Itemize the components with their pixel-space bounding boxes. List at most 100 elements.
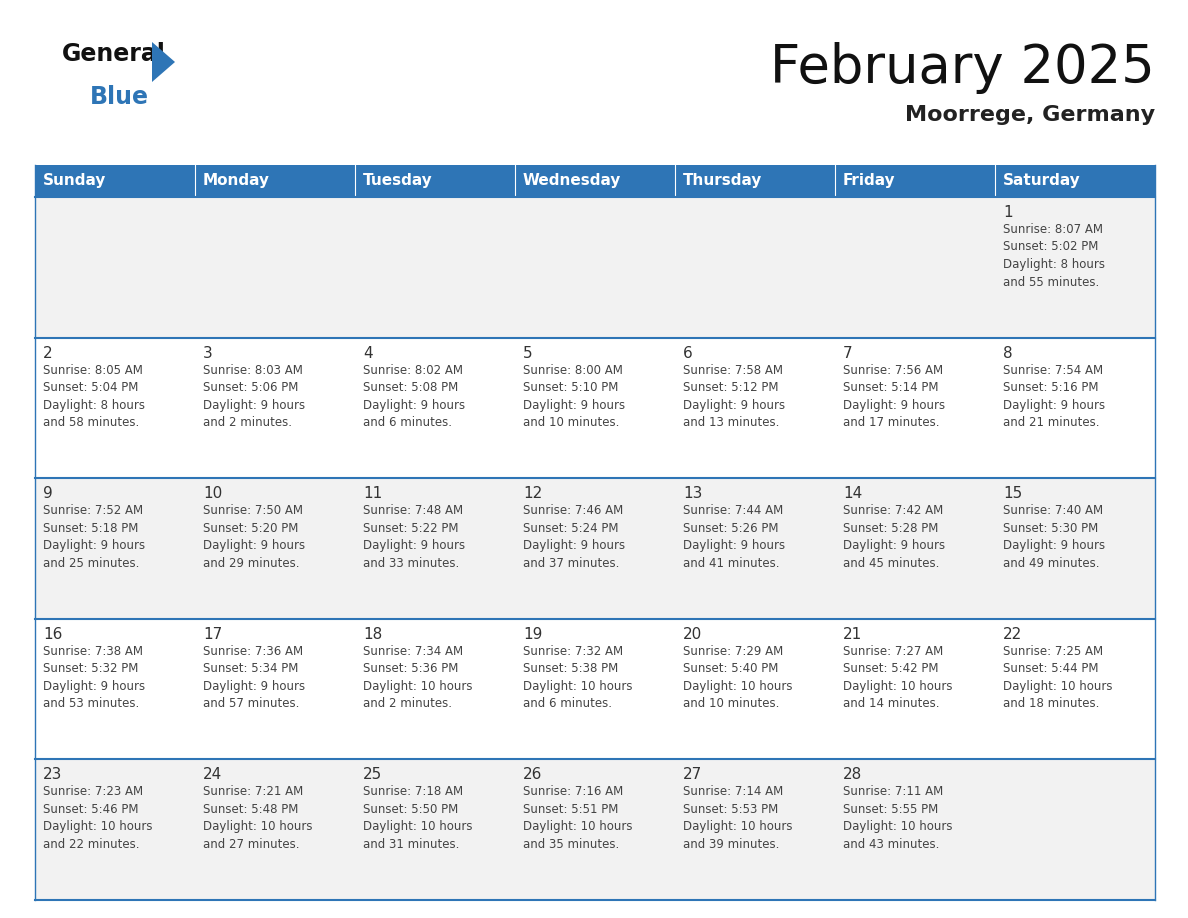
Text: 24: 24 [203, 767, 222, 782]
Text: 23: 23 [43, 767, 63, 782]
Text: Sunrise: 7:40 AM
Sunset: 5:30 PM
Daylight: 9 hours
and 49 minutes.: Sunrise: 7:40 AM Sunset: 5:30 PM Dayligh… [1003, 504, 1105, 570]
Bar [355, 165, 516, 197]
Bar [516, 338, 675, 478]
Bar [675, 619, 835, 759]
Text: Sunrise: 8:03 AM
Sunset: 5:06 PM
Daylight: 9 hours
and 2 minutes.: Sunrise: 8:03 AM Sunset: 5:06 PM Dayligh… [203, 364, 305, 429]
Bar [516, 165, 675, 197]
Bar [195, 478, 355, 619]
Text: Friday: Friday [843, 174, 896, 188]
Text: Thursday: Thursday [683, 174, 763, 188]
Text: 8: 8 [1003, 345, 1012, 361]
Bar [516, 478, 675, 619]
Text: 26: 26 [523, 767, 543, 782]
Bar [34, 338, 195, 478]
Text: 14: 14 [843, 487, 862, 501]
Text: 5: 5 [523, 345, 532, 361]
Bar [195, 338, 355, 478]
Text: Sunrise: 7:42 AM
Sunset: 5:28 PM
Daylight: 9 hours
and 45 minutes.: Sunrise: 7:42 AM Sunset: 5:28 PM Dayligh… [843, 504, 946, 570]
Bar [516, 619, 675, 759]
Bar [835, 165, 996, 197]
Bar [996, 197, 1155, 338]
Text: 27: 27 [683, 767, 702, 782]
Text: Saturday: Saturday [1003, 174, 1081, 188]
Text: Sunrise: 8:02 AM
Sunset: 5:08 PM
Daylight: 9 hours
and 6 minutes.: Sunrise: 8:02 AM Sunset: 5:08 PM Dayligh… [364, 364, 466, 429]
Text: Moorrege, Germany: Moorrege, Germany [905, 105, 1155, 125]
Text: 4: 4 [364, 345, 373, 361]
Bar [355, 338, 516, 478]
Text: 16: 16 [43, 627, 63, 642]
Text: 2: 2 [43, 345, 52, 361]
Bar [996, 619, 1155, 759]
Text: Sunrise: 8:07 AM
Sunset: 5:02 PM
Daylight: 8 hours
and 55 minutes.: Sunrise: 8:07 AM Sunset: 5:02 PM Dayligh… [1003, 223, 1105, 288]
Bar [34, 619, 195, 759]
Text: Sunday: Sunday [43, 174, 107, 188]
Bar [675, 759, 835, 900]
Text: 28: 28 [843, 767, 862, 782]
Text: Sunrise: 7:48 AM
Sunset: 5:22 PM
Daylight: 9 hours
and 33 minutes.: Sunrise: 7:48 AM Sunset: 5:22 PM Dayligh… [364, 504, 466, 570]
Bar [835, 478, 996, 619]
Bar [195, 759, 355, 900]
Bar [835, 759, 996, 900]
Polygon shape [152, 42, 175, 82]
Text: Sunrise: 7:50 AM
Sunset: 5:20 PM
Daylight: 9 hours
and 29 minutes.: Sunrise: 7:50 AM Sunset: 5:20 PM Dayligh… [203, 504, 305, 570]
Bar [355, 759, 516, 900]
Bar [675, 338, 835, 478]
Text: February 2025: February 2025 [770, 42, 1155, 94]
Bar [355, 478, 516, 619]
Text: Sunrise: 7:38 AM
Sunset: 5:32 PM
Daylight: 9 hours
and 53 minutes.: Sunrise: 7:38 AM Sunset: 5:32 PM Dayligh… [43, 644, 145, 711]
Text: 15: 15 [1003, 487, 1022, 501]
Bar [355, 197, 516, 338]
Bar [516, 197, 675, 338]
Text: 3: 3 [203, 345, 213, 361]
Bar [835, 619, 996, 759]
Bar [516, 759, 675, 900]
Bar [675, 478, 835, 619]
Text: 12: 12 [523, 487, 542, 501]
Bar [996, 338, 1155, 478]
Bar [195, 619, 355, 759]
Text: Tuesday: Tuesday [364, 174, 432, 188]
Text: Sunrise: 7:21 AM
Sunset: 5:48 PM
Daylight: 10 hours
and 27 minutes.: Sunrise: 7:21 AM Sunset: 5:48 PM Dayligh… [203, 786, 312, 851]
Bar [835, 197, 996, 338]
Text: General: General [62, 42, 166, 66]
Bar [675, 197, 835, 338]
Text: 18: 18 [364, 627, 383, 642]
Bar [675, 165, 835, 197]
Text: Sunrise: 8:00 AM
Sunset: 5:10 PM
Daylight: 9 hours
and 10 minutes.: Sunrise: 8:00 AM Sunset: 5:10 PM Dayligh… [523, 364, 625, 429]
Text: Sunrise: 7:56 AM
Sunset: 5:14 PM
Daylight: 9 hours
and 17 minutes.: Sunrise: 7:56 AM Sunset: 5:14 PM Dayligh… [843, 364, 946, 429]
Text: 9: 9 [43, 487, 52, 501]
Text: 20: 20 [683, 627, 702, 642]
Text: Sunrise: 7:32 AM
Sunset: 5:38 PM
Daylight: 10 hours
and 6 minutes.: Sunrise: 7:32 AM Sunset: 5:38 PM Dayligh… [523, 644, 632, 711]
Text: 13: 13 [683, 487, 702, 501]
Text: Sunrise: 7:16 AM
Sunset: 5:51 PM
Daylight: 10 hours
and 35 minutes.: Sunrise: 7:16 AM Sunset: 5:51 PM Dayligh… [523, 786, 632, 851]
Bar [996, 478, 1155, 619]
Bar [195, 165, 355, 197]
Text: 22: 22 [1003, 627, 1022, 642]
Text: 1: 1 [1003, 205, 1012, 220]
Bar [195, 197, 355, 338]
Text: Sunrise: 7:27 AM
Sunset: 5:42 PM
Daylight: 10 hours
and 14 minutes.: Sunrise: 7:27 AM Sunset: 5:42 PM Dayligh… [843, 644, 953, 711]
Text: Sunrise: 7:58 AM
Sunset: 5:12 PM
Daylight: 9 hours
and 13 minutes.: Sunrise: 7:58 AM Sunset: 5:12 PM Dayligh… [683, 364, 785, 429]
Text: Sunrise: 7:44 AM
Sunset: 5:26 PM
Daylight: 9 hours
and 41 minutes.: Sunrise: 7:44 AM Sunset: 5:26 PM Dayligh… [683, 504, 785, 570]
Text: Sunrise: 7:46 AM
Sunset: 5:24 PM
Daylight: 9 hours
and 37 minutes.: Sunrise: 7:46 AM Sunset: 5:24 PM Dayligh… [523, 504, 625, 570]
Text: Sunrise: 8:05 AM
Sunset: 5:04 PM
Daylight: 8 hours
and 58 minutes.: Sunrise: 8:05 AM Sunset: 5:04 PM Dayligh… [43, 364, 145, 429]
Text: Sunrise: 7:29 AM
Sunset: 5:40 PM
Daylight: 10 hours
and 10 minutes.: Sunrise: 7:29 AM Sunset: 5:40 PM Dayligh… [683, 644, 792, 711]
Bar [996, 759, 1155, 900]
Text: 19: 19 [523, 627, 543, 642]
Bar [996, 165, 1155, 197]
Text: 6: 6 [683, 345, 693, 361]
Bar [34, 478, 195, 619]
Text: Sunrise: 7:54 AM
Sunset: 5:16 PM
Daylight: 9 hours
and 21 minutes.: Sunrise: 7:54 AM Sunset: 5:16 PM Dayligh… [1003, 364, 1105, 429]
Bar [34, 165, 195, 197]
Text: 25: 25 [364, 767, 383, 782]
Bar [355, 619, 516, 759]
Text: Sunrise: 7:23 AM
Sunset: 5:46 PM
Daylight: 10 hours
and 22 minutes.: Sunrise: 7:23 AM Sunset: 5:46 PM Dayligh… [43, 786, 152, 851]
Text: Sunrise: 7:18 AM
Sunset: 5:50 PM
Daylight: 10 hours
and 31 minutes.: Sunrise: 7:18 AM Sunset: 5:50 PM Dayligh… [364, 786, 473, 851]
Text: Sunrise: 7:14 AM
Sunset: 5:53 PM
Daylight: 10 hours
and 39 minutes.: Sunrise: 7:14 AM Sunset: 5:53 PM Dayligh… [683, 786, 792, 851]
Text: 21: 21 [843, 627, 862, 642]
Text: Wednesday: Wednesday [523, 174, 621, 188]
Text: Blue: Blue [90, 85, 148, 109]
Text: 10: 10 [203, 487, 222, 501]
Text: 11: 11 [364, 487, 383, 501]
Text: Sunrise: 7:25 AM
Sunset: 5:44 PM
Daylight: 10 hours
and 18 minutes.: Sunrise: 7:25 AM Sunset: 5:44 PM Dayligh… [1003, 644, 1112, 711]
